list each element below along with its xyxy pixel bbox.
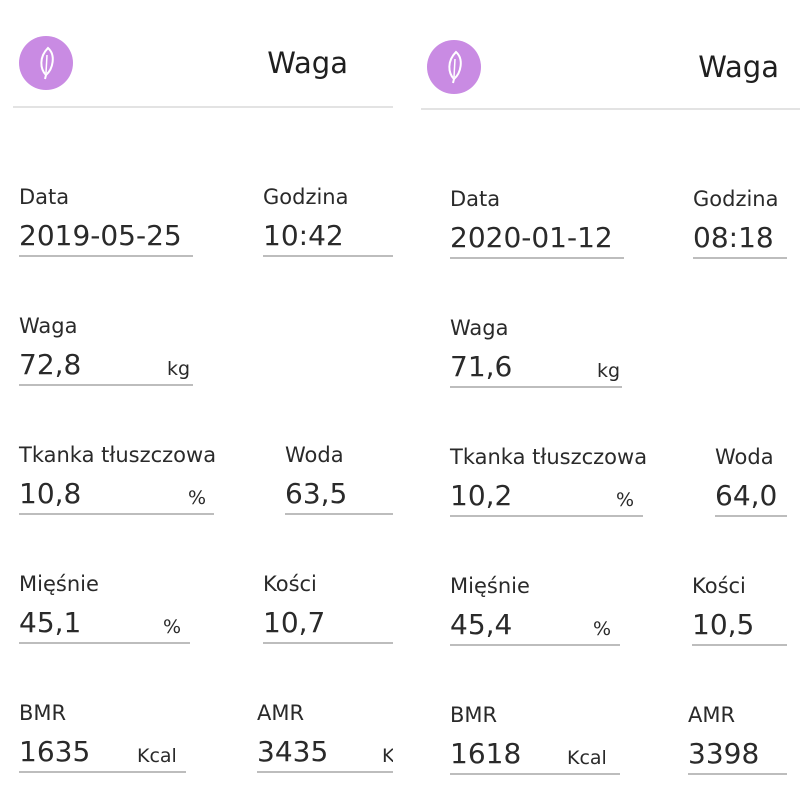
fat-unit: % (616, 489, 635, 511)
header-divider (421, 108, 800, 110)
bmr-unit: Kcal (567, 747, 607, 769)
bone-value[interactable]: 10,7 (263, 606, 326, 639)
measurement-panel-left: Waga Data 2019-05-25 Godzina 10:42 Waga … (13, 0, 393, 800)
date-label: Data (19, 185, 70, 209)
weight-underline (450, 386, 622, 388)
bmr-value[interactable]: 1618 (450, 737, 522, 770)
bmr-label: BMR (450, 703, 498, 727)
fat-value[interactable]: 10,8 (19, 477, 82, 510)
bmr-underline (19, 771, 186, 773)
feather-glyph (40, 46, 54, 80)
time-value[interactable]: 08:18 (693, 221, 774, 254)
amr-underline (688, 773, 787, 775)
water-label: Woda (715, 445, 774, 469)
bone-underline (263, 642, 393, 644)
weight-underline (19, 384, 193, 386)
amr-label: AMR (688, 703, 736, 727)
amr-label: AMR (257, 701, 305, 725)
feather-icon (19, 36, 73, 90)
fat-underline (19, 513, 214, 515)
panel-header: Waga (13, 0, 393, 108)
muscle-value[interactable]: 45,4 (450, 608, 513, 641)
muscle-unit: % (593, 618, 612, 640)
muscle-underline (450, 644, 620, 646)
date-label: Data (450, 187, 501, 211)
water-label: Woda (285, 443, 344, 467)
date-underline (19, 255, 193, 257)
bone-label: Kości (692, 574, 746, 598)
weight-value[interactable]: 71,6 (450, 350, 513, 383)
date-value[interactable]: 2020-01-12 (450, 221, 613, 254)
time-underline (263, 255, 393, 257)
date-value[interactable]: 2019-05-25 (19, 219, 182, 252)
fat-value[interactable]: 10,2 (450, 479, 513, 512)
time-value[interactable]: 10:42 (263, 219, 344, 252)
water-value[interactable]: 64,0 (715, 479, 778, 512)
time-label: Godzina (263, 185, 349, 209)
fat-underline (450, 515, 643, 517)
page-title: Waga (698, 50, 779, 84)
water-underline (285, 513, 393, 515)
time-underline (693, 257, 787, 259)
panel-header: Waga (421, 0, 800, 110)
muscle-value[interactable]: 45,1 (19, 606, 82, 639)
fat-label: Tkanka tłuszczowa (19, 443, 217, 467)
bone-underline (692, 644, 787, 646)
water-underline (715, 515, 787, 517)
weight-unit: kg (167, 358, 191, 380)
weight-label: Waga (450, 316, 509, 340)
bone-value[interactable]: 10,5 (692, 608, 755, 641)
muscle-unit: % (163, 616, 182, 638)
muscle-underline (19, 642, 190, 644)
time-label: Godzina (693, 187, 779, 211)
fat-label: Tkanka tłuszczowa (450, 445, 648, 469)
amr-unit: Kcal (382, 745, 393, 767)
measurement-panel-right: Waga Data 2020-01-12 Godzina 08:18 Waga … (421, 0, 800, 800)
date-underline (450, 257, 624, 259)
bone-label: Kości (263, 572, 317, 596)
weight-value[interactable]: 72,8 (19, 348, 82, 381)
amr-underline (257, 771, 393, 773)
bmr-unit: Kcal (137, 745, 177, 767)
muscle-label: Mięśnie (450, 574, 530, 598)
amr-value[interactable]: 3398 (688, 737, 760, 770)
fat-unit: % (188, 487, 207, 509)
amr-value[interactable]: 3435 (257, 735, 329, 768)
bmr-label: BMR (19, 701, 67, 725)
feather-icon (427, 40, 481, 94)
bmr-value[interactable]: 1635 (19, 735, 91, 768)
feather-glyph (448, 50, 462, 84)
water-value[interactable]: 63,5 (285, 477, 348, 510)
bmr-underline (450, 773, 620, 775)
weight-unit: kg (597, 360, 621, 382)
page-title: Waga (267, 46, 348, 80)
weight-label: Waga (19, 314, 78, 338)
muscle-label: Mięśnie (19, 572, 99, 596)
header-divider (13, 106, 393, 108)
